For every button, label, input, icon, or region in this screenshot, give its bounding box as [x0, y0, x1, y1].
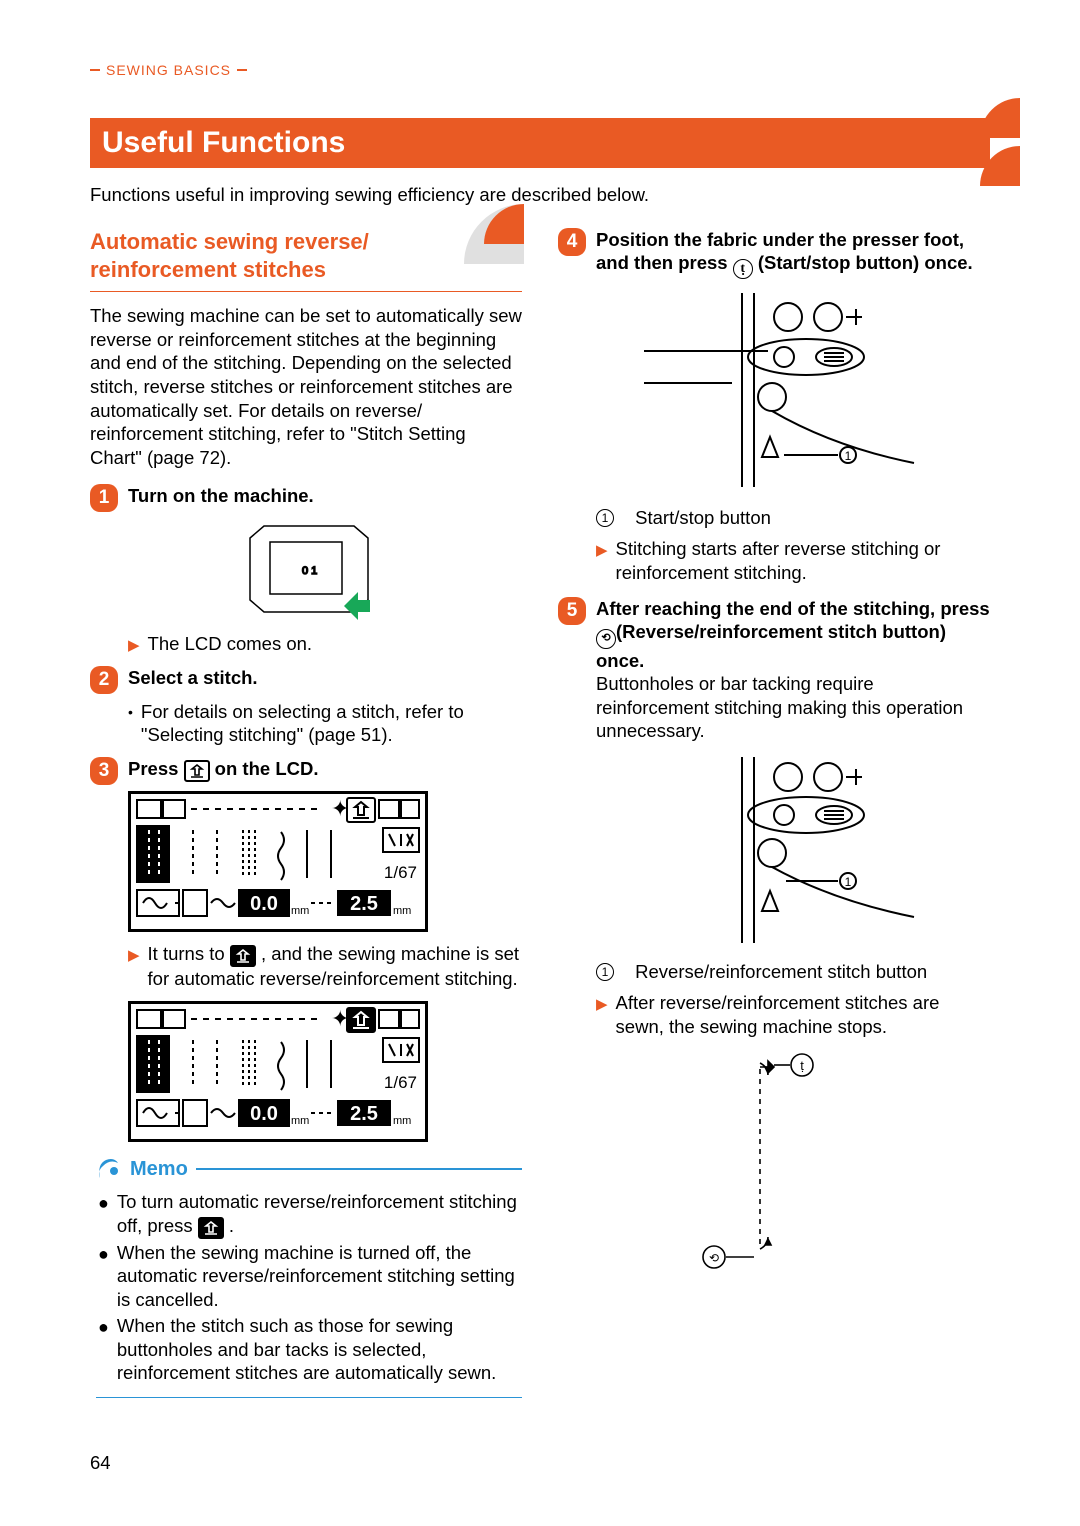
step-1: 1 Turn on the machine. — [90, 484, 522, 512]
figure-lcd-small: 0 1 — [90, 520, 522, 622]
callout-2: 1 Reverse/reinforcement stitch button — [558, 961, 990, 983]
memo-item: ● To turn automatic reverse/reinforcemen… — [96, 1190, 522, 1239]
svg-text:0.0: 0.0 — [250, 1103, 278, 1125]
step-title: Turn on the machine. — [128, 484, 314, 507]
arrow-icon: ▶ — [128, 636, 140, 656]
step-badge: 3 — [90, 757, 118, 785]
memo-item: ● When the sewing machine is turned off,… — [96, 1241, 522, 1312]
intro-text: Functions useful in improving sewing eff… — [90, 184, 990, 206]
arrow-icon: ▶ — [128, 946, 140, 966]
figure-machine-2: 1 — [558, 751, 990, 951]
step-title: Press on the LCD. — [128, 757, 318, 782]
memo-box: ● To turn automatic reverse/reinforcemen… — [96, 1186, 522, 1398]
step-badge: 2 — [90, 666, 118, 694]
memo-icon — [96, 1156, 122, 1182]
bullet-text: For details on selecting a stitch, refer… — [141, 700, 522, 747]
lcd-diagram-1: ✦ — [128, 791, 428, 932]
step-4: 4 Position the fabric under the presser … — [558, 228, 990, 279]
section-paragraph: The sewing machine can be set to automat… — [90, 304, 522, 470]
subheading: Automatic sewing reverse/ reinforcement … — [90, 228, 522, 292]
svg-text:mm: mm — [291, 905, 309, 917]
svg-text:ṭ: ṭ — [800, 1058, 804, 1073]
svg-text:1: 1 — [845, 449, 852, 463]
figure-stitch-path: ṭ ⟲ — [558, 1049, 990, 1289]
corner-decor-icon — [454, 204, 524, 274]
step-title: Position the fabric under the presser fo… — [596, 228, 990, 279]
step-5-note: ▶ After reverse/reinforcement stitches a… — [558, 991, 990, 1039]
step-body: Buttonholes or bar tacking require reinf… — [596, 672, 990, 743]
step-badge: 1 — [90, 484, 118, 512]
step-2-bullet: • For details on selecting a stitch, ref… — [90, 700, 522, 747]
step-4-note: ▶ Stitching starts after reverse stitchi… — [558, 537, 990, 585]
tab-decor — [940, 98, 1020, 203]
step-3: 3 Press on the LCD. — [90, 757, 522, 785]
svg-text:mm: mm — [393, 905, 411, 917]
arrow-icon: ▶ — [596, 541, 608, 561]
left-column: Automatic sewing reverse/ reinforcement … — [90, 228, 522, 1398]
reinforce-on-icon — [230, 945, 256, 967]
arrow-icon: ▶ — [596, 995, 608, 1015]
step-5: 5 After reaching the end of the stitchin… — [558, 597, 990, 743]
svg-text:2.5: 2.5 — [350, 893, 378, 915]
memo-item: ● When the stitch such as those for sewi… — [96, 1314, 522, 1385]
page-number: 64 — [90, 1452, 111, 1474]
step-3-note: ▶ It turns to , and the sewing machine i… — [90, 942, 522, 991]
memo-header: Memo — [90, 1156, 522, 1182]
section-name: SEWING BASICS — [106, 62, 231, 78]
svg-text:1/67: 1/67 — [384, 863, 417, 882]
svg-text:⟲: ⟲ — [709, 1251, 719, 1265]
reverse-symbol-icon: ⟲ — [596, 629, 616, 649]
figure-machine-1: 1 — [558, 287, 990, 497]
step-badge: 5 — [558, 597, 586, 625]
start-stop-symbol-icon: ṭ — [733, 259, 753, 279]
svg-text:0.0: 0.0 — [250, 893, 278, 915]
svg-text:2.5: 2.5 — [350, 1103, 378, 1125]
reinforce-icon — [184, 760, 210, 782]
section-header: SEWING BASICS — [90, 62, 990, 78]
note-text: The LCD comes on. — [148, 632, 313, 656]
svg-text:1: 1 — [845, 875, 852, 889]
step-title: After reaching the end of the stitching,… — [596, 597, 990, 672]
svg-text:1/67: 1/67 — [384, 1073, 417, 1092]
svg-text:mm: mm — [393, 1115, 411, 1127]
svg-text:0 1: 0 1 — [302, 565, 317, 577]
step-title: Select a stitch. — [128, 666, 258, 689]
right-column: 4 Position the fabric under the presser … — [558, 228, 990, 1398]
callout-1: 1 Start/stop button — [558, 507, 990, 529]
step-2: 2 Select a stitch. — [90, 666, 522, 694]
subheading-text: Automatic sewing reverse/ reinforcement … — [90, 229, 369, 282]
svg-text:mm: mm — [291, 1115, 309, 1127]
step-1-note: ▶ The LCD comes on. — [90, 632, 522, 656]
lcd-diagram-2: ✦ — [128, 1001, 428, 1142]
tab-icon — [940, 98, 1020, 198]
step-badge: 4 — [558, 228, 586, 256]
memo-title: Memo — [130, 1158, 188, 1181]
reinforce-on-icon — [198, 1217, 224, 1239]
page-title: Useful Functions — [90, 118, 990, 168]
